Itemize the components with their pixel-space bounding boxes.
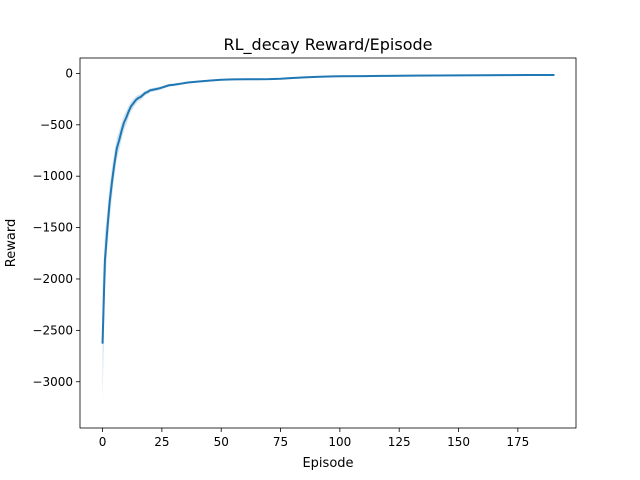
series-line-layer <box>101 74 555 344</box>
x-tick-label: 50 <box>214 435 229 449</box>
y-tick-label: −1000 <box>32 169 73 183</box>
x-axis-label: Episode <box>302 456 353 471</box>
y-tick-label: −2500 <box>32 323 73 337</box>
x-tick-label: 25 <box>154 435 169 449</box>
y-axis-label: Reward <box>4 219 19 267</box>
tick-layer: 0 25 50 75 100 125 150 175 0 −500 −1000 −1500 −2000 −… <box>32 66 529 449</box>
y-tick-label: −500 <box>40 118 73 132</box>
y-tick-label: −1500 <box>32 221 73 235</box>
x-tick-label: 125 <box>388 435 411 449</box>
y-tick-label: −3000 <box>32 375 73 389</box>
x-tick-label: 150 <box>447 435 470 449</box>
y-tick-label: 0 <box>65 66 73 80</box>
confidence-band-layer <box>102 74 554 403</box>
x-tick-label: 100 <box>328 435 351 449</box>
plot-frame <box>79 57 577 429</box>
x-tick-label: 175 <box>506 435 529 449</box>
y-tick-label: −2000 <box>32 272 73 286</box>
x-tick-label: 0 <box>99 435 107 449</box>
series-line-0 <box>101 74 555 344</box>
confidence-band-0 <box>102 74 554 403</box>
chart-title: RL_decay Reward/Episode <box>224 35 433 55</box>
x-tick-label: 75 <box>273 435 288 449</box>
